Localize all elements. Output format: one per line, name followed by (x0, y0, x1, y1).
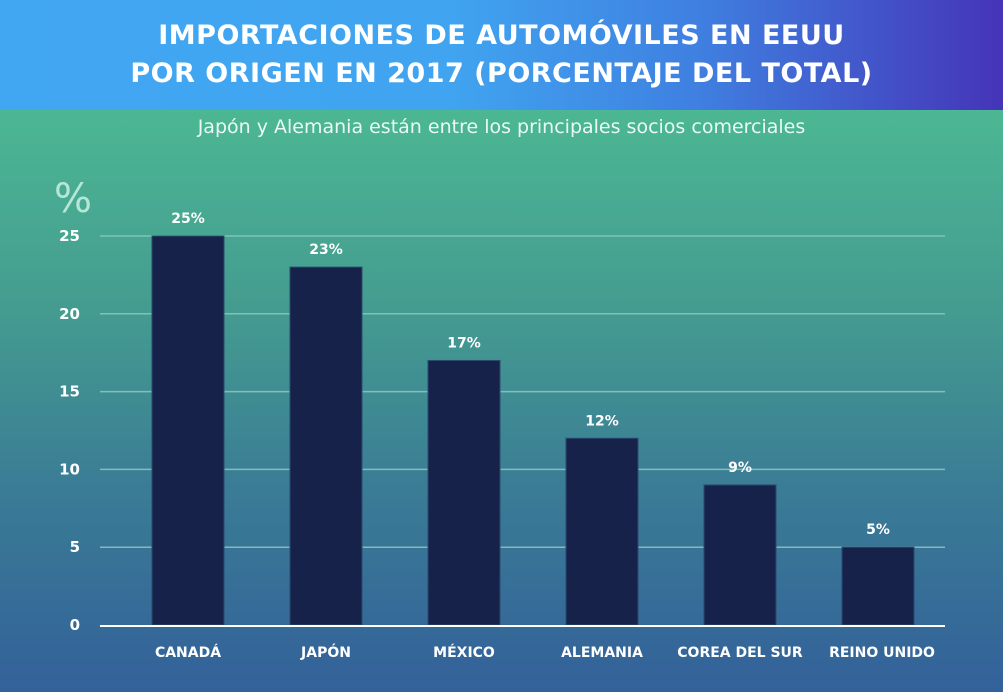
y-tick-label: 10 (59, 460, 80, 478)
x-tick-label: REINO UNIDO (829, 645, 935, 661)
x-tick-label: MÉXICO (433, 644, 495, 661)
bar (841, 546, 915, 626)
data-label: 9% (728, 460, 752, 476)
bar (703, 484, 777, 626)
chart-title-line-1: IMPORTACIONES DE AUTOMÓVILES EN EEUU (158, 20, 845, 51)
y-axis-unit-label: % (54, 176, 92, 222)
data-label: 17% (447, 335, 481, 351)
data-label: 5% (866, 522, 890, 538)
bar (427, 359, 501, 626)
y-tick-label: 15 (59, 383, 80, 401)
chart-title-line-2: POR ORIGEN EN 2017 (PORCENTAJE DEL TOTAL… (130, 58, 873, 89)
x-tick-label: CANADÁ (155, 644, 221, 661)
data-label: 23% (309, 242, 343, 258)
x-tick-label: ALEMANIA (561, 645, 643, 661)
x-tick-label: JAPÓN (300, 643, 351, 661)
y-tick-label: 20 (59, 305, 80, 323)
y-tick-label: 25 (59, 227, 80, 245)
bar (565, 437, 639, 626)
data-label: 12% (585, 413, 619, 429)
bar (289, 266, 363, 626)
y-tick-label: 0 (70, 616, 80, 634)
y-tick-label: 5 (70, 538, 80, 556)
x-tick-label: COREA DEL SUR (677, 645, 803, 661)
data-label: 25% (171, 211, 205, 227)
header-banner: IMPORTACIONES DE AUTOMÓVILES EN EEUU POR… (0, 0, 1003, 110)
chart-subtitle: Japón y Alemania están entre los princip… (197, 116, 806, 138)
bar (151, 235, 225, 626)
